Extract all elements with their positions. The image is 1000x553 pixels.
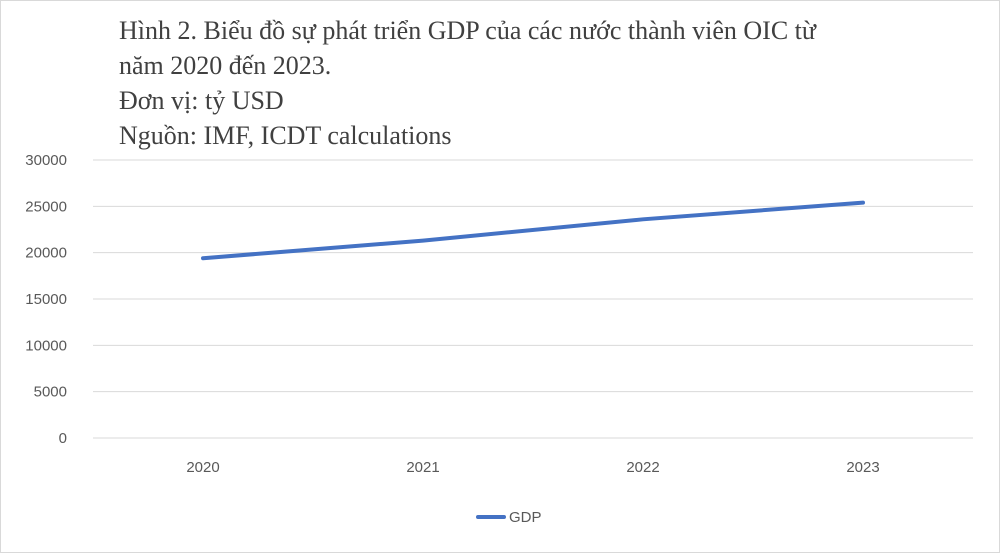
x-tick-label: 2023 — [846, 459, 879, 476]
chart-title: Hình 2. Biểu đồ sự phát triển GDP của cá… — [119, 13, 939, 153]
x-axis-ticks: 2020 2021 2022 2023 — [186, 459, 879, 476]
title-line-1: Hình 2. Biểu đồ sự phát triển GDP của cá… — [119, 16, 816, 45]
y-tick-label: 15000 — [25, 291, 67, 308]
y-tick-label: 0 — [59, 430, 67, 447]
y-axis-ticks: 0 5000 10000 15000 20000 25000 30000 — [25, 152, 67, 447]
y-tick-label: 30000 — [25, 152, 67, 169]
y-tick-label: 10000 — [25, 337, 67, 354]
unit-line: Đơn vị: tỷ USD — [119, 86, 284, 115]
series-line-gdp — [201, 200, 865, 261]
data-point — [422, 240, 424, 242]
source-line: Nguồn: IMF, ICDT calculations — [119, 121, 452, 150]
data-point — [642, 218, 644, 220]
y-tick-label: 20000 — [25, 245, 67, 262]
legend-label: GDP — [509, 509, 542, 526]
x-tick-label: 2021 — [406, 459, 439, 476]
x-tick-label: 2022 — [626, 459, 659, 476]
data-point — [862, 202, 864, 204]
y-tick-label: 5000 — [34, 384, 67, 401]
y-tick-label: 25000 — [25, 198, 67, 215]
title-line-2: năm 2020 đến 2023. — [119, 51, 332, 80]
data-point — [202, 257, 204, 259]
legend: GDP — [476, 509, 542, 526]
gridlines — [93, 159, 973, 439]
x-tick-label: 2020 — [186, 459, 219, 476]
series-layer — [201, 200, 865, 261]
